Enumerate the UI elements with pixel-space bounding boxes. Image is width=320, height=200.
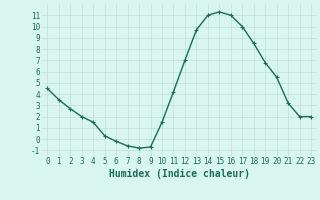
X-axis label: Humidex (Indice chaleur): Humidex (Indice chaleur): [109, 169, 250, 179]
